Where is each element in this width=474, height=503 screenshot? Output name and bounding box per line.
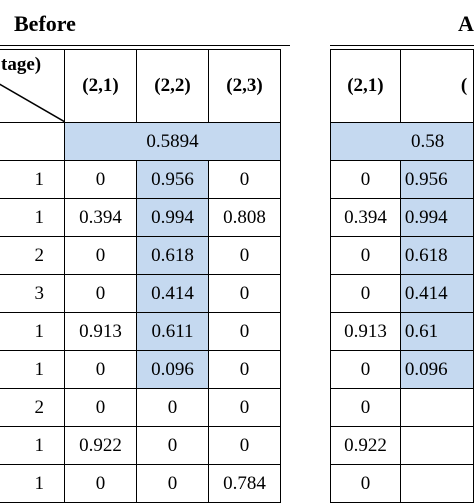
cell: 0 (208, 274, 281, 313)
cell: 0 (64, 464, 137, 503)
col-header: (2,1) (330, 49, 401, 123)
row-label: 1 (0, 198, 65, 237)
cell: 0 (208, 426, 281, 465)
summary-row: 0.58 (330, 122, 474, 161)
cell: 0.394 (64, 198, 137, 237)
cell: 0 (208, 160, 281, 199)
table-row: 0.922 (330, 426, 474, 465)
cell: 0.61 (399, 312, 474, 351)
cell: 0.994 (136, 198, 209, 237)
cell: 0.096 (136, 350, 209, 389)
summary-row: r 0.5894 (0, 122, 281, 161)
cell: 0 (208, 350, 281, 389)
before-title: Before (14, 11, 76, 36)
cell: 0 (64, 160, 137, 199)
before-table: tage) (2,1) (2,2) (2,3) r 0.5894 1 0 0.9… (0, 49, 281, 503)
cell: 0.096 (399, 350, 474, 389)
cell: 0 (136, 464, 209, 503)
cell: 0.956 (399, 160, 474, 199)
row-label: 3 (0, 274, 65, 313)
row-label: 1 (0, 350, 65, 389)
table-row: 1 0 0.096 0 (0, 350, 281, 389)
cell: 0.414 (399, 274, 474, 313)
cell: 0 (64, 236, 137, 275)
col-header: (2,1) (64, 49, 137, 123)
after-table: (2,1) ( 0.58 0 0.956 0.394 0.994 0 0.618… (330, 49, 474, 503)
cell: 0 (330, 236, 401, 275)
cell: 0.922 (330, 426, 401, 465)
row-label: 1 (0, 160, 65, 199)
cell: 0 (208, 236, 281, 275)
cell: 0.808 (208, 198, 281, 237)
corner-cell: tage) (0, 49, 65, 123)
header-row: tage) (2,1) (2,2) (2,3) (0, 49, 281, 123)
cell: 0 (136, 388, 209, 427)
table-row: 2 0 0 0 (0, 388, 281, 427)
table-row: 2 0 0.618 0 (0, 236, 281, 275)
summary-value: 0.5894 (64, 122, 281, 161)
table-row: 0 0.414 (330, 274, 474, 313)
cell: 0 (64, 274, 137, 313)
cell: 0.394 (330, 198, 401, 237)
cell: 0 (208, 388, 281, 427)
row-label: 1 (0, 426, 65, 465)
corner-diagonal (0, 83, 64, 122)
before-top-rule (0, 45, 290, 46)
table-row: 1 0.922 0 0 (0, 426, 281, 465)
cell: 0.618 (399, 236, 474, 275)
cell (399, 388, 474, 427)
table-row: 1 0.394 0.994 0.808 (0, 198, 281, 237)
table-row: 0 0.618 (330, 236, 474, 275)
row-label: r (0, 122, 65, 161)
cell: 0 (136, 426, 209, 465)
table-row: 0 (330, 464, 474, 503)
cell: 0 (64, 350, 137, 389)
table-row: 1 0 0 0.784 (0, 464, 281, 503)
cell: 0 (330, 388, 401, 427)
after-title: A (458, 11, 474, 36)
cell: 0 (64, 388, 137, 427)
table-row: 0.913 0.61 (330, 312, 474, 351)
cell: 0 (330, 160, 401, 199)
cell (399, 464, 474, 503)
cell: 0 (330, 464, 401, 503)
col-header: (2,2) (136, 49, 209, 123)
cell: 0.618 (136, 236, 209, 275)
after-top-rule (330, 45, 474, 46)
row-label: 2 (0, 236, 65, 275)
cell: 0 (208, 312, 281, 351)
header-row: (2,1) ( (330, 49, 474, 123)
cell: 0.913 (330, 312, 401, 351)
cell: 0 (330, 274, 401, 313)
cell: 0.913 (64, 312, 137, 351)
table-row: 0 0.956 (330, 160, 474, 199)
table-row: 1 0 0.956 0 (0, 160, 281, 199)
row-label: 1 (0, 312, 65, 351)
corner-label: tage) (1, 54, 42, 75)
cell: 0.922 (64, 426, 137, 465)
cell: 0.611 (136, 312, 209, 351)
cell: 0.956 (136, 160, 209, 199)
row-label: 1 (0, 464, 65, 503)
table-row: 0 (330, 388, 474, 427)
table-row: 3 0 0.414 0 (0, 274, 281, 313)
cell: 0.994 (399, 198, 474, 237)
table-row: 0.394 0.994 (330, 198, 474, 237)
col-header: (2,3) (208, 49, 281, 123)
cell (399, 426, 474, 465)
cell: 0 (330, 350, 401, 389)
cell: 0.414 (136, 274, 209, 313)
col-header: ( (399, 49, 474, 123)
cell: 0.784 (208, 464, 281, 503)
summary-value: 0.58 (330, 122, 474, 161)
table-row: 1 0.913 0.611 0 (0, 312, 281, 351)
table-row: 0 0.096 (330, 350, 474, 389)
row-label: 2 (0, 388, 65, 427)
